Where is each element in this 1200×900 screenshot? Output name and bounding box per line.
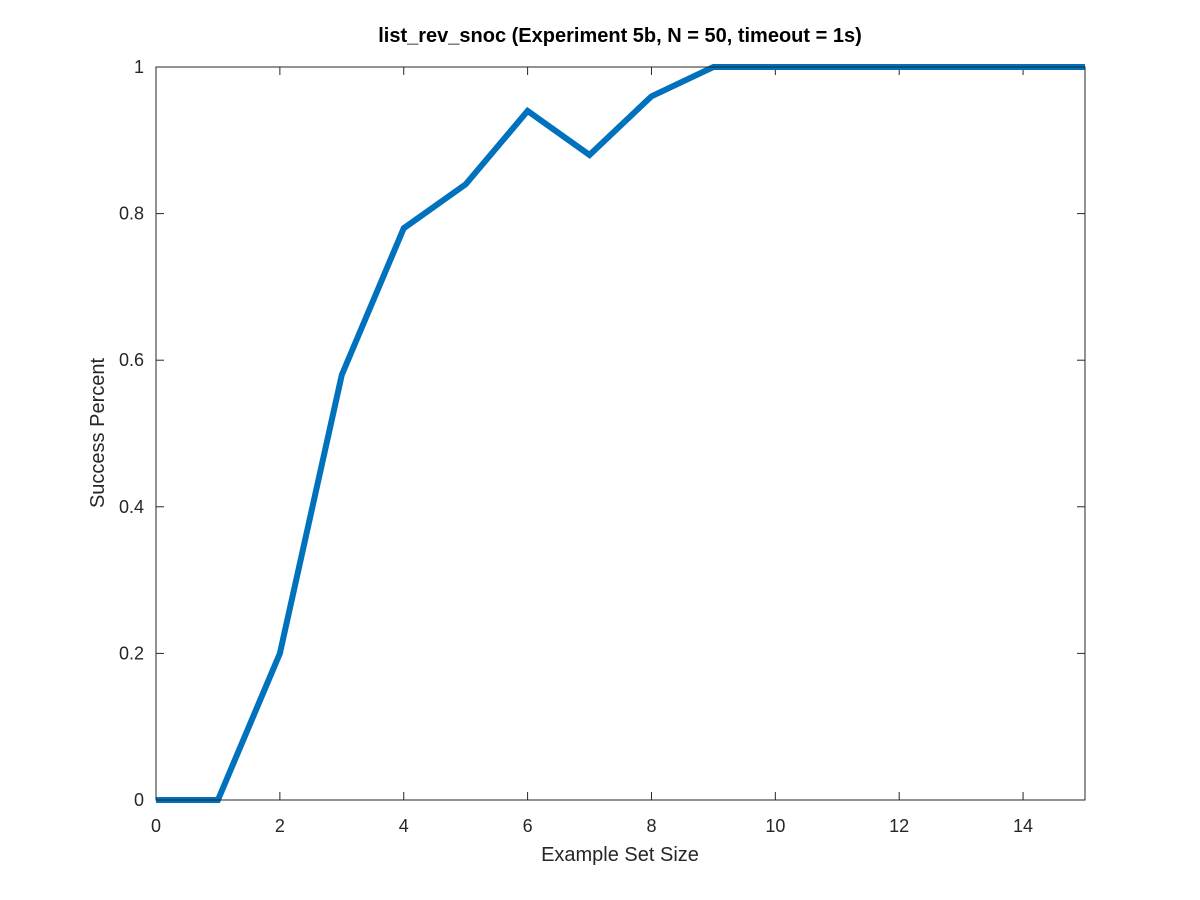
y-tick-label: 1: [134, 57, 144, 77]
x-tick-label: 2: [275, 816, 285, 836]
x-tick-label: 4: [399, 816, 409, 836]
chart-title: list_rev_snoc (Experiment 5b, N = 50, ti…: [378, 25, 862, 47]
y-tick-label: 0.2: [119, 643, 144, 663]
plot-frame: [155, 66, 1086, 801]
x-tick-label: 12: [889, 816, 909, 836]
y-axis-label: Success Percent: [87, 358, 109, 509]
x-axis-label: Example Set Size: [541, 844, 699, 866]
y-tick-label: 0.8: [119, 204, 144, 224]
y-tick-label: 0.4: [119, 497, 144, 517]
y-tick-label: 0: [134, 790, 144, 810]
ticks-layer: 0 2 4 6 8 10 12 14 0 0.2 0.4 0.6 0.8 1: [119, 57, 1085, 836]
x-tick-label: 8: [646, 816, 656, 836]
x-tick-label: 0: [151, 816, 161, 836]
x-tick-label: 10: [765, 816, 785, 836]
x-tick-label: 14: [1013, 816, 1033, 836]
x-tick-label: 6: [523, 816, 533, 836]
y-tick-label: 0.6: [119, 350, 144, 370]
plot-area: [156, 67, 1085, 800]
